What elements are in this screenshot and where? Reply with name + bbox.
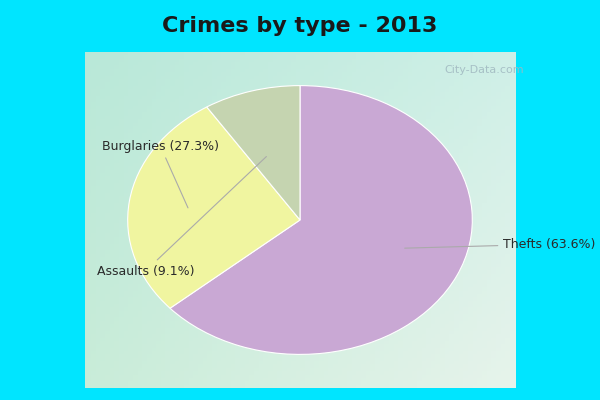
- Wedge shape: [207, 86, 300, 220]
- Wedge shape: [128, 107, 300, 308]
- Text: City-Data.com: City-Data.com: [445, 66, 524, 76]
- Text: Assaults (9.1%): Assaults (9.1%): [97, 156, 266, 278]
- Text: Thefts (63.6%): Thefts (63.6%): [405, 238, 596, 251]
- Text: Burglaries (27.3%): Burglaries (27.3%): [102, 140, 219, 208]
- Text: Crimes by type - 2013: Crimes by type - 2013: [163, 16, 437, 36]
- Wedge shape: [170, 86, 472, 354]
